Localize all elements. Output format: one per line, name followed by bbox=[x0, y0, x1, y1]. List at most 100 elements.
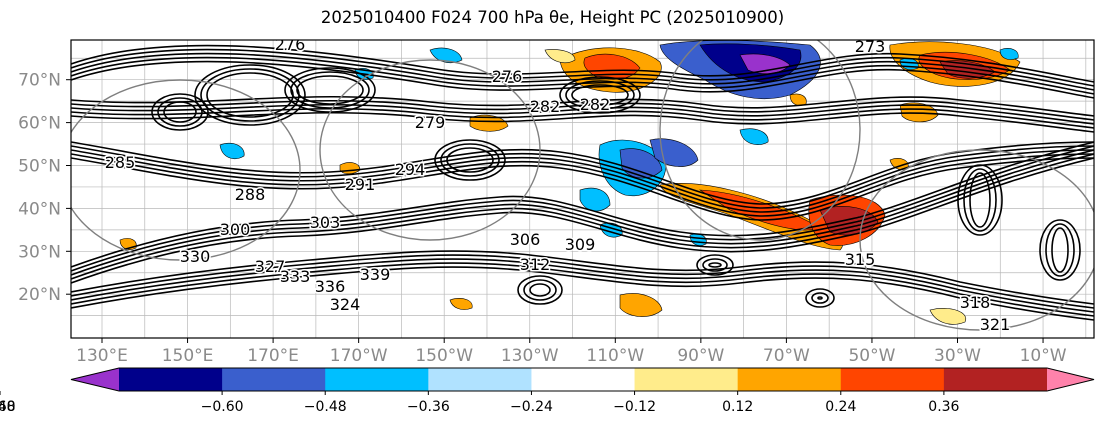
height-contour bbox=[805, 288, 835, 308]
contour-labels: 276 273 276 282 279 282 285 288 291 294 300 303 306 3… bbox=[103, 35, 1012, 336]
longitude-tick-label: 130°W bbox=[501, 346, 559, 366]
contour-label: 327 bbox=[255, 257, 286, 276]
anomaly-region bbox=[339, 162, 361, 175]
height-contour bbox=[517, 275, 563, 305]
colorbar-segment bbox=[634, 368, 739, 391]
latitude-tick-label: 30°N bbox=[18, 242, 61, 262]
height-contour bbox=[440, 143, 500, 177]
longitude-tick-label: 110°W bbox=[586, 346, 644, 366]
height-contour bbox=[71, 107, 1094, 129]
contour-label: 282 bbox=[530, 97, 561, 116]
height-contour bbox=[957, 164, 1003, 236]
colorbar-tick-label: 0.48 bbox=[0, 399, 16, 415]
colorbar: −0.60 −0.48 −0.36 −0.24 −0.12 0.12 0.24 0.36 0.4… bbox=[0, 367, 1095, 415]
anomaly-region bbox=[219, 142, 245, 159]
height-contour bbox=[71, 145, 1094, 209]
colorbar-tick-label: 0.24 bbox=[825, 399, 856, 415]
colorbar-tick-label: 0.60 bbox=[0, 399, 16, 415]
longitude-axis: 130°E 150°E 170°E 170°W 150°W 130°W 110°W 90°W 7… bbox=[76, 338, 1067, 366]
contour-label: 294 bbox=[395, 160, 426, 179]
height-contour bbox=[71, 149, 1094, 276]
colorbar-segment bbox=[943, 368, 1048, 391]
anomaly-region bbox=[619, 148, 663, 179]
height-contour bbox=[529, 283, 551, 297]
height-contour bbox=[71, 145, 1094, 272]
colorbar-extend-high bbox=[1047, 368, 1094, 391]
colorbar-tick-label: −0.48 bbox=[304, 399, 347, 415]
anomaly-region bbox=[619, 293, 663, 317]
height-contour bbox=[71, 56, 1094, 95]
longitude-tick-label: 70°W bbox=[763, 346, 810, 366]
colorbar-outline bbox=[70, 367, 1095, 392]
height-contour bbox=[206, 72, 294, 118]
anomaly-region bbox=[579, 187, 611, 212]
height-contour bbox=[71, 266, 1094, 321]
height-contour bbox=[71, 157, 1094, 221]
height-contour bbox=[71, 44, 1094, 83]
longitude-tick-label: 90°W bbox=[677, 346, 724, 366]
colorbar-segment bbox=[531, 368, 636, 391]
height-contour bbox=[151, 93, 209, 131]
contour-label: 276 bbox=[275, 35, 306, 54]
contour-label: 333 bbox=[280, 267, 311, 286]
height-contour bbox=[200, 68, 300, 122]
height-contour bbox=[296, 75, 364, 105]
contour-label: 306 bbox=[510, 230, 541, 249]
height-contour bbox=[71, 99, 1094, 121]
height-contour bbox=[71, 153, 1094, 280]
anomaly-region bbox=[999, 48, 1019, 60]
colorbar-tick-label: −0.60 bbox=[201, 399, 244, 415]
colorbar-segment bbox=[119, 368, 223, 391]
contour-label: 300 bbox=[220, 220, 251, 239]
longitude-tick-label: 150°W bbox=[415, 346, 473, 366]
contour-label: 303 bbox=[310, 213, 341, 232]
contour-label: 282 bbox=[580, 95, 611, 114]
colorbar-segment bbox=[840, 368, 945, 391]
height-contour bbox=[71, 153, 1094, 217]
colorbar-segment bbox=[737, 368, 842, 391]
height-contour bbox=[71, 48, 1094, 87]
contour-label: 321 bbox=[980, 315, 1011, 334]
contour-label: 336 bbox=[315, 277, 346, 296]
chart-title: 2025010400 F024 700 hPa θe, Height PC (2… bbox=[320, 8, 785, 27]
contour-label: 273 bbox=[855, 37, 886, 56]
anomaly-region bbox=[429, 47, 463, 63]
height-contour bbox=[71, 254, 1094, 309]
map-frame bbox=[70, 39, 1095, 339]
height-contour bbox=[559, 76, 641, 114]
height-contour bbox=[157, 97, 203, 127]
height-contour bbox=[434, 139, 506, 181]
colorbar-segment bbox=[325, 368, 429, 391]
longitude-tick-label: 170°E bbox=[247, 346, 299, 366]
colorbar-tick-label: 0.12 bbox=[722, 399, 753, 415]
contour-label: 330 bbox=[180, 247, 211, 266]
height-contour bbox=[194, 64, 306, 126]
latitude-tick-label: 40°N bbox=[18, 199, 61, 219]
height-contour bbox=[71, 103, 1094, 125]
anomaly-region bbox=[649, 138, 699, 167]
colorbar-tick-label: 0.36 bbox=[928, 399, 959, 415]
height-contour bbox=[565, 80, 635, 110]
colorbar-tick-label: −0.12 bbox=[613, 399, 656, 415]
height-contour bbox=[963, 168, 997, 232]
anomaly-region bbox=[469, 114, 509, 132]
latitude-tick-label: 50°N bbox=[18, 157, 61, 177]
gray-contour bbox=[319, 59, 541, 241]
height-contour bbox=[1051, 227, 1069, 273]
longitude-tick-label: 130°E bbox=[76, 346, 128, 366]
latitude-tick-label: 20°N bbox=[18, 285, 61, 305]
anomaly-region bbox=[544, 49, 576, 63]
map-area: 276 273 276 282 279 282 285 288 291 294 300 303 306 3… bbox=[71, 35, 1094, 338]
contour-label: 318 bbox=[960, 293, 991, 312]
height-contour bbox=[446, 147, 494, 173]
height-contour bbox=[969, 172, 991, 228]
contour-label: 309 bbox=[565, 235, 596, 254]
height-contour bbox=[71, 52, 1094, 91]
height-contour bbox=[71, 149, 1094, 213]
gray-contour bbox=[659, 40, 861, 241]
contour-label: 339 bbox=[360, 265, 391, 284]
anomaly-region bbox=[929, 308, 967, 325]
anomaly-region bbox=[449, 298, 473, 310]
height-contours bbox=[71, 40, 1094, 331]
